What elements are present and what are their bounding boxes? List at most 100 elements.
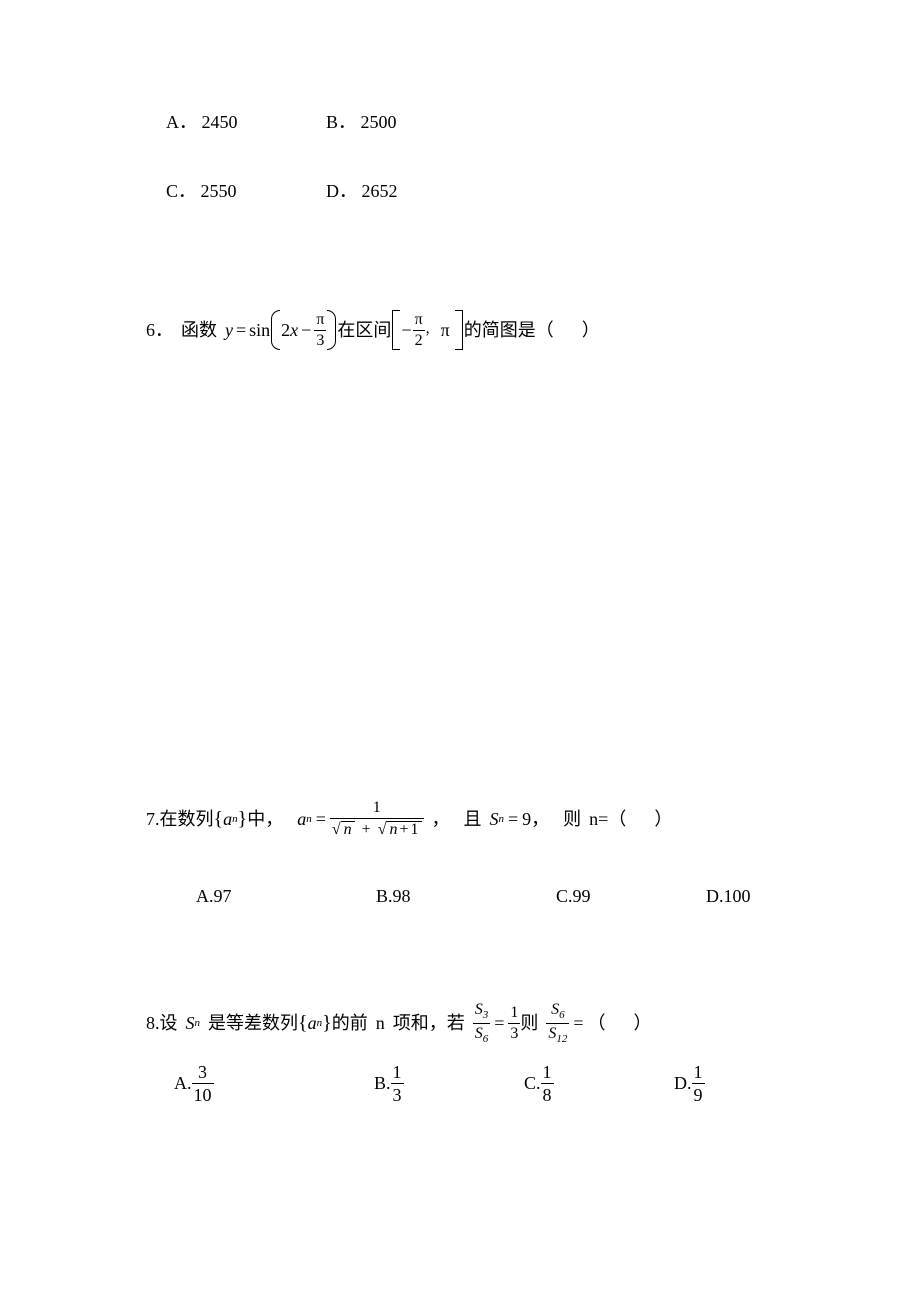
q8-option-d: D. 1 9 <box>674 1063 854 1104</box>
option-prefix: C． <box>166 181 196 201</box>
denom: √n + √n+1 <box>330 818 424 838</box>
q8-text4: 项和，若 <box>393 1011 465 1036</box>
n-eq: n= <box>589 807 608 832</box>
minus: − <box>298 318 314 343</box>
option-value: 2550 <box>201 181 237 201</box>
s3: S3 <box>473 1002 491 1023</box>
equals: = <box>233 318 249 343</box>
q6-text1: 函数 <box>181 318 217 343</box>
rbrace: } <box>322 1009 332 1037</box>
and: 且 <box>464 807 482 832</box>
option-value: 2652 <box>362 181 398 201</box>
big-rbrack <box>455 310 463 350</box>
q6-text2: 在区间 <box>337 318 391 343</box>
lit-2d: 2 <box>413 330 425 349</box>
q7-stem: 7. 在数列 { a n } 中， a n = 1 √n + √n+1 ， 且 <box>146 800 672 838</box>
option-prefix: C. <box>556 886 573 906</box>
var-a: a <box>223 807 232 832</box>
option-prefix: A. <box>196 886 214 906</box>
lit-2: 2 <box>281 318 290 343</box>
option-prefix: D. <box>706 886 724 906</box>
var-y: y <box>225 318 233 343</box>
then: 则 <box>520 1011 538 1036</box>
n-word: n <box>376 1011 385 1036</box>
q8-text3: 的前 <box>332 1011 368 1036</box>
lit-3: 3 <box>508 1023 520 1042</box>
s6b: S6 <box>546 1002 569 1023</box>
lit-1: 1 <box>508 1005 520 1023</box>
frac: 1 8 <box>541 1063 554 1104</box>
option-prefix: A. <box>174 1071 192 1096</box>
q8-option-b: B. 1 3 <box>374 1063 524 1104</box>
frac-s6-s12: S6 S12 <box>546 1002 569 1045</box>
q5-options-row2: C． 2550 D． 2652 <box>166 179 830 204</box>
q7-text1: 在数列 <box>160 807 214 832</box>
var-S: S <box>490 807 499 832</box>
lit-9: 9 <box>522 807 531 832</box>
eq: = <box>312 807 330 832</box>
lbrace: { <box>298 1009 308 1037</box>
big-lbrack <box>392 310 400 350</box>
frac: 1 3 <box>391 1063 404 1104</box>
q6-text3: 的简图是 <box>464 318 536 343</box>
comma: ， <box>425 322 437 339</box>
paren-close: ） <box>634 1011 652 1036</box>
q7-number: 7. <box>146 807 160 832</box>
paren-close: ） <box>654 807 672 832</box>
eq2: = <box>569 1011 587 1036</box>
q7-option-c: C.99 <box>556 884 706 909</box>
frac-an: 1 √n + √n+1 <box>330 800 424 838</box>
frac-1-3: 1 3 <box>508 1005 520 1042</box>
s6: S6 <box>473 1023 491 1045</box>
var-S: S <box>186 1011 195 1036</box>
frac-pi-2: π 2 <box>413 312 425 349</box>
option-prefix: B． <box>326 112 356 132</box>
q7-option-d: D.100 <box>706 884 886 909</box>
paren-close: ） <box>582 318 600 343</box>
eq: = <box>490 1011 508 1036</box>
option-value: 97 <box>214 886 232 906</box>
q7-option-a: A.97 <box>196 884 376 909</box>
paren-open: （ <box>608 807 626 832</box>
comma: ， <box>432 807 450 832</box>
rbrace: } <box>238 805 248 833</box>
option-prefix: A． <box>166 112 197 132</box>
option-value: 99 <box>573 886 591 906</box>
q5-option-b: B． 2500 <box>326 110 486 135</box>
q7-option-b: B.98 <box>376 884 556 909</box>
frac-s3-s6: S3 S6 <box>473 1002 491 1045</box>
option-prefix: B. <box>376 886 393 906</box>
frac: 3 10 <box>192 1063 214 1104</box>
option-prefix: B. <box>374 1071 391 1096</box>
option-prefix: D. <box>674 1071 692 1096</box>
q8-option-a: A. 3 10 <box>174 1063 374 1104</box>
q8-number: 8. <box>146 1011 160 1036</box>
comma2: ， <box>531 807 549 832</box>
frac-pi-3: π 3 <box>314 312 326 349</box>
q5-option-c: C． 2550 <box>166 179 326 204</box>
option-value: 100 <box>724 886 751 906</box>
then: 则 <box>563 807 581 832</box>
sqrt-n1: √n+1 <box>378 821 422 838</box>
q8-option-c: C. 1 8 <box>524 1063 674 1104</box>
q8-options: A. 3 10 B. 1 3 C. 1 8 D. 1 9 <box>174 1063 830 1104</box>
q8-text2: 是等差数列 <box>208 1011 298 1036</box>
q7-text2: 中， <box>247 807 283 832</box>
eq2: = <box>504 807 522 832</box>
paren-open: （ <box>588 1011 606 1036</box>
option-prefix: D． <box>326 181 357 201</box>
q8-stem: 8. 设 S n 是等差数列 { a n } 的前 n 项和，若 S3 S6 =… <box>146 1002 652 1045</box>
q6-number: 6． <box>146 318 173 343</box>
q5-options-row1: A． 2450 B． 2500 <box>166 110 830 135</box>
big-lparen <box>271 310 280 350</box>
fn-sin: sin <box>249 318 270 343</box>
q8-text1: 设 <box>160 1011 178 1036</box>
option-value: 98 <box>393 886 411 906</box>
plus: + <box>359 821 374 838</box>
q7-options: A.97 B.98 C.99 D.100 <box>196 884 830 909</box>
var-a2: a <box>297 807 306 832</box>
frac: 1 9 <box>692 1063 705 1104</box>
option-prefix: C. <box>524 1071 541 1096</box>
q6-stem: 6． 函数 y = sin 2 x − π 3 在区间 − π 2 ， π 的简… <box>146 310 600 350</box>
pi: π <box>314 312 326 330</box>
